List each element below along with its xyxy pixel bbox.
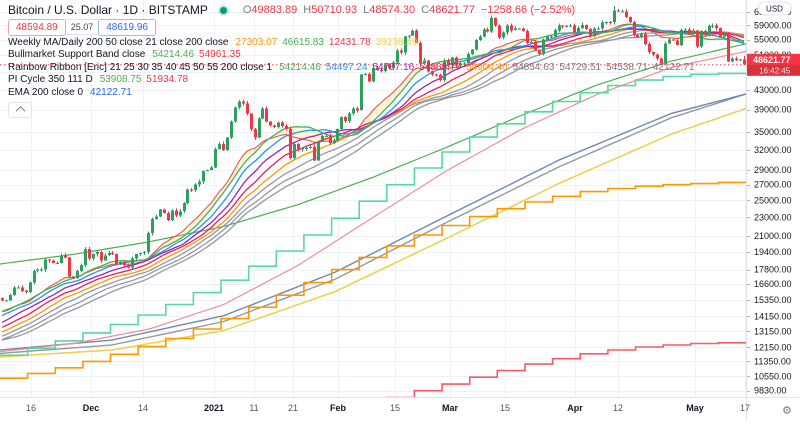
indicator-name[interactable]: EMA 200 close 0 <box>8 87 83 98</box>
price-axis-label: 9830.00 <box>754 386 787 396</box>
ohlc-value: 48574.30 <box>369 4 415 16</box>
price-axis-label: 39000.00 <box>754 105 792 115</box>
price-axis-label: 19400.00 <box>754 247 792 257</box>
time-axis-label: 15 <box>390 403 400 413</box>
indicator-value: 12431.78 <box>329 37 371 48</box>
time-axis-label: 2021 <box>204 403 224 413</box>
price-axis-label: 11350.00 <box>754 356 791 366</box>
ohlc-label: C <box>421 4 429 16</box>
price-axis-label: 16600.00 <box>754 279 792 289</box>
chevron-up-icon <box>15 106 25 116</box>
price-axis-label: 32000.00 <box>754 145 792 155</box>
indicator-value: 54538.71 <box>606 62 648 73</box>
settings-gear-icon[interactable]: ⚙ <box>782 405 792 417</box>
price-axis-label: 10550.00 <box>754 371 792 381</box>
price-axis-label: 27000.00 <box>754 180 792 190</box>
indicator-row: Weekly MA/Daily 200 50 close 21 close 20… <box>8 36 700 49</box>
buy-price-button[interactable]: 48619.96 <box>98 19 156 36</box>
time-axis-label: Mar <box>442 403 459 413</box>
indicator-value: 46615.83 <box>282 37 324 48</box>
currency-toggle-button[interactable]: USD <box>758 2 791 15</box>
time-axis-label: 16 <box>26 403 36 413</box>
price-axis-label: 25000.00 <box>754 195 792 205</box>
time-axis-label: 12 <box>613 403 623 413</box>
quote-row: 48594.89 25.07 48619.96 <box>8 19 700 35</box>
indicator-row: Rainbow Ribbon [Eric] 21 25 30 35 40 45 … <box>8 61 700 74</box>
price-axis-label: 29000.00 <box>754 165 792 175</box>
indicator-value: 54737.16 <box>373 62 415 73</box>
price-axis-label: 14150.00 <box>754 311 792 321</box>
spread-value: 25.07 <box>66 19 99 35</box>
indicator-legend-rows: Weekly MA/Daily 200 50 close 21 close 20… <box>8 36 700 99</box>
time-axis-label: Apr <box>567 403 583 413</box>
svg-text:USD: USD <box>766 5 783 14</box>
price-axis-label: 13150.00 <box>754 326 792 336</box>
indicator-value: 54729.51 <box>559 62 601 73</box>
indicator-name[interactable]: Rainbow Ribbon [Eric] 21 25 30 35 40 45 … <box>8 62 272 73</box>
time-axis-label: 11 <box>249 403 258 413</box>
price-axis-label: 59000.00 <box>754 20 792 30</box>
svg-text:48621.77: 48621.77 <box>753 55 791 65</box>
indicator-value: 54904.40 <box>466 62 508 73</box>
price-axis-label: 21000.00 <box>754 231 792 241</box>
market-status-icon <box>220 7 227 14</box>
indicator-row: PI Cycle 350 111 D 53908.75 51934.78 <box>8 74 700 87</box>
sell-price-button[interactable]: 48594.89 <box>8 19 66 36</box>
legend: Bitcoin / U.S. Dollar · 1D · BITSTAMP O4… <box>8 3 700 118</box>
indicator-value: 42122.71 <box>90 87 132 98</box>
indicator-value: 54854.63 <box>513 62 555 73</box>
time-axis-label: Feb <box>330 403 347 413</box>
indicator-row: Bullmarket Support Band close 54214.46 549… <box>8 49 700 62</box>
price-axis-label: 23000.00 <box>754 212 792 222</box>
ohlc-value: 50710.93 <box>311 4 357 16</box>
indicator-value: 54214.46 <box>152 49 194 60</box>
time-axis-label: 15 <box>500 403 510 413</box>
indicator-value: 53908.75 <box>100 74 142 85</box>
ohlc-value: 49883.89 <box>251 4 297 16</box>
time-axis-label: May <box>686 403 704 413</box>
time-axis-label: 17 <box>740 403 750 413</box>
time-axis-label: 21 <box>288 403 298 413</box>
indicator-name[interactable]: Weekly MA/Daily 200 50 close 21 close 20… <box>8 37 228 48</box>
indicator-value: 54868.77 <box>419 62 461 73</box>
ohlc-value: 48621.77 <box>429 4 475 16</box>
price-axis-label: 43000.00 <box>754 85 792 95</box>
legend-collapse-button[interactable] <box>8 102 32 118</box>
indicator-value: 54961.35 <box>199 49 241 60</box>
indicator-value: 42122.71 <box>653 62 695 73</box>
indicator-row: EMA 200 close 0 42122.71 <box>8 86 700 99</box>
symbol-title-row: Bitcoin / U.S. Dollar · 1D · BITSTAMP O4… <box>8 3 700 17</box>
price-axis-label: 55000.00 <box>754 35 792 45</box>
indicator-name[interactable]: Bullmarket Support Band close <box>8 49 145 60</box>
indicator-value: 54214.46 <box>279 62 321 73</box>
indicator-value: 27303.07 <box>235 37 277 48</box>
indicator-name[interactable]: PI Cycle 350 111 D <box>8 74 93 85</box>
price-axis-label: 12150.00 <box>754 343 792 353</box>
indicator-value: 39238.49 <box>376 37 418 48</box>
price-axis-label: 35000.00 <box>754 127 792 137</box>
indicator-value: 51934.78 <box>146 74 188 85</box>
bar-countdown: 16:42:45 <box>759 66 791 75</box>
symbol-title[interactable]: Bitcoin / U.S. Dollar · 1D · BITSTAMP <box>8 4 208 17</box>
time-axis-label: 14 <box>138 403 148 413</box>
time-axis-label: Dec <box>83 403 100 413</box>
price-axis-label: 17800.00 <box>754 265 792 275</box>
price-axis-label: 15350.00 <box>754 295 792 305</box>
change-value: −1258.66 (−2.52%) <box>481 4 575 16</box>
indicator-value: 54497.24 <box>326 62 368 73</box>
